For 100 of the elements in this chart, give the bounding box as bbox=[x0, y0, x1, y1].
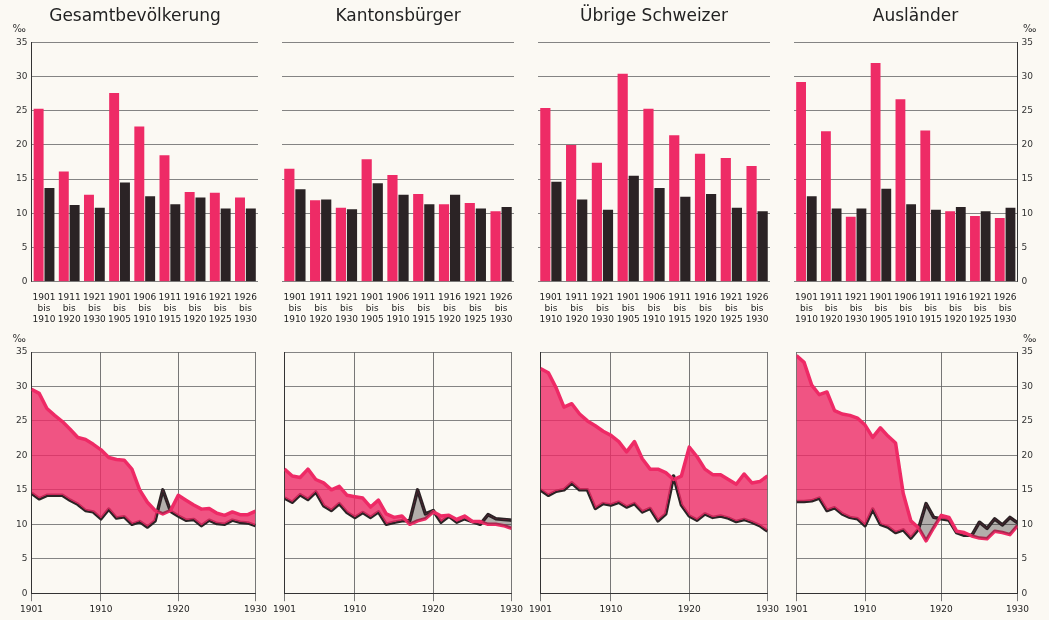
bar bbox=[450, 194, 461, 282]
bar bbox=[109, 92, 120, 282]
x-tick-label: 1920 bbox=[929, 603, 954, 614]
bar bbox=[387, 174, 398, 282]
x-tick-label: 1906 bis 1910 bbox=[386, 292, 410, 324]
bar bbox=[159, 155, 170, 282]
x-tick-label: 1926 bis 1930 bbox=[489, 292, 513, 324]
x-tick-label: 1930 bbox=[1006, 603, 1030, 614]
y-tick-label: 0 bbox=[1021, 275, 1028, 286]
y-tick-label: 20 bbox=[16, 139, 28, 150]
x-tick-label: 1911 bis 1920 bbox=[309, 292, 333, 324]
bar bbox=[920, 130, 931, 282]
bar bbox=[398, 194, 409, 282]
chart-title: Kantonsbürger bbox=[335, 4, 461, 25]
x-tick-label: 1930 bbox=[500, 603, 524, 614]
x-tick-label: 1901 bbox=[529, 603, 552, 614]
x-tick-label: 1911 bis 1920 bbox=[819, 292, 843, 324]
x-tick-label: 1910 bbox=[89, 603, 113, 614]
x-tick-label: 1911 bis 1915 bbox=[668, 292, 692, 324]
x-tick-label: 1921 bis 1930 bbox=[334, 292, 359, 324]
x-tick-label: 1910 bbox=[343, 603, 367, 614]
bar bbox=[33, 108, 44, 282]
bar bbox=[284, 168, 295, 282]
x-tick-label: 1911 bis 1920 bbox=[565, 292, 589, 324]
x-tick-label: 1910 bbox=[599, 603, 623, 614]
bar bbox=[490, 211, 501, 282]
x-tick-label: 1901 bis 1910 bbox=[539, 292, 563, 324]
y-tick-label: 15 bbox=[16, 484, 28, 495]
bar bbox=[438, 204, 450, 282]
y-tick-label: 5 bbox=[1021, 553, 1028, 564]
x-tick-label: 1906 bis 1910 bbox=[642, 292, 666, 324]
x-tick-label: 1921 bis 1930 bbox=[82, 292, 107, 324]
y-tick-label: 5 bbox=[21, 553, 28, 564]
bar bbox=[706, 194, 717, 282]
bar bbox=[617, 73, 628, 282]
bar bbox=[821, 131, 831, 282]
bar bbox=[295, 189, 306, 282]
bar bbox=[134, 126, 145, 282]
x-tick-label: 1916 bis 1920 bbox=[438, 292, 462, 324]
bar bbox=[1005, 207, 1016, 282]
y-tick-label: 20 bbox=[1021, 449, 1034, 460]
x-tick-label: 1911 bis 1915 bbox=[412, 292, 436, 324]
x-tick-label: 1910 bbox=[853, 603, 877, 614]
bar bbox=[235, 197, 245, 282]
y-tick-label: 15 bbox=[1021, 173, 1033, 184]
x-tick-label: 1921 bis 1925 bbox=[719, 292, 743, 324]
bar bbox=[796, 82, 806, 282]
y-tick-label: 20 bbox=[16, 449, 28, 460]
bar bbox=[58, 171, 69, 282]
y-tick-label: 5 bbox=[21, 241, 28, 252]
x-tick-label: 1930 bbox=[244, 603, 268, 614]
x-tick-label: 1921 bis 1925 bbox=[208, 292, 232, 324]
bar bbox=[757, 211, 768, 282]
x-tick-label: 1926 bis 1930 bbox=[233, 292, 258, 324]
x-tick-label: 1911 bis 1915 bbox=[919, 292, 943, 324]
bar bbox=[680, 196, 691, 282]
bar bbox=[694, 153, 706, 282]
bar bbox=[346, 209, 358, 282]
x-tick-label: 1921 bis 1930 bbox=[844, 292, 868, 324]
y-tick-label: 10 bbox=[16, 518, 28, 529]
x-tick-label: 1901 bis 1905 bbox=[616, 292, 640, 324]
y-tick-label: 20 bbox=[1021, 139, 1034, 150]
bar bbox=[245, 208, 256, 282]
bar bbox=[335, 207, 346, 282]
chart-title: Ausländer bbox=[872, 4, 959, 25]
bar bbox=[540, 108, 551, 282]
y-tick-label: 25 bbox=[1021, 105, 1033, 116]
bar bbox=[831, 208, 842, 282]
y-tick-label: 10 bbox=[1021, 207, 1034, 218]
bar bbox=[602, 209, 614, 282]
y-tick-label: 5 bbox=[1021, 241, 1028, 252]
bar bbox=[628, 175, 639, 282]
bar bbox=[845, 216, 856, 282]
y-axis-title: ‰ bbox=[12, 332, 26, 344]
bar bbox=[955, 207, 966, 282]
y-tick-label: 25 bbox=[1021, 415, 1033, 426]
x-tick-label: 1916 bis 1920 bbox=[694, 292, 718, 324]
y-tick-label: 0 bbox=[21, 275, 28, 286]
bar bbox=[806, 196, 817, 282]
bar bbox=[669, 135, 680, 282]
y-tick-label: 35 bbox=[16, 346, 28, 357]
bar bbox=[69, 205, 80, 282]
y-tick-label: 30 bbox=[16, 70, 28, 81]
y-tick-label: 15 bbox=[1021, 484, 1033, 495]
bar bbox=[501, 207, 512, 282]
bar bbox=[945, 211, 956, 282]
bar bbox=[44, 187, 55, 282]
x-tick-label: 1911 bis 1920 bbox=[57, 292, 81, 324]
y-tick-label: 25 bbox=[16, 105, 28, 116]
x-tick-label: 1901 bbox=[273, 603, 296, 614]
chart-title: Gesamtbevölkerung bbox=[49, 4, 221, 25]
y-tick-label: 35 bbox=[1021, 346, 1033, 357]
bar bbox=[209, 192, 220, 282]
bar bbox=[643, 108, 654, 282]
y-axis-title: ‰ bbox=[1023, 332, 1037, 344]
bar bbox=[931, 209, 941, 282]
bar bbox=[551, 181, 562, 282]
bar bbox=[83, 194, 94, 282]
bar bbox=[464, 203, 475, 282]
bar bbox=[591, 162, 602, 282]
